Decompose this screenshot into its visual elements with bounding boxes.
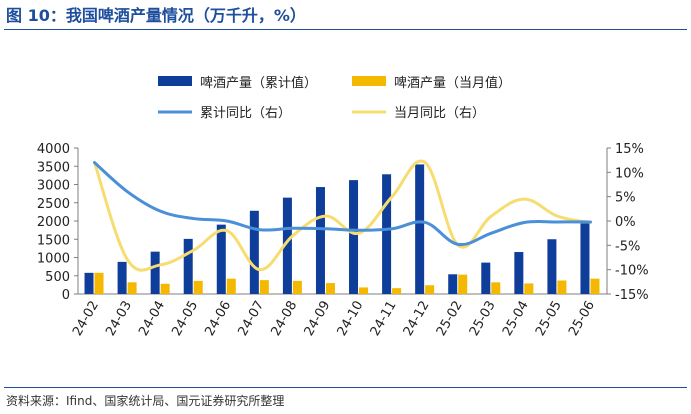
legend-label: 累计同比（右） <box>200 106 291 121</box>
x-tick-label: 25-04 <box>500 299 532 339</box>
bar-monthly <box>491 282 501 294</box>
right-tick-label: -5% <box>615 239 640 254</box>
legend-swatch <box>352 76 386 86</box>
legend-label: 啤酒产量（当月值） <box>394 75 511 91</box>
right-tick-label: 10% <box>615 166 644 181</box>
left-tick-label: 3000 <box>37 179 70 194</box>
x-tick-label: 24-02 <box>70 299 102 339</box>
bar-series <box>84 164 600 294</box>
left-tick-label: 0 <box>62 288 70 303</box>
right-tick-label: 5% <box>615 191 636 206</box>
right-tick-label: -10% <box>615 264 649 279</box>
left-tick-label: 1000 <box>37 252 70 267</box>
x-tick-label: 24-11 <box>368 299 400 339</box>
bar-monthly <box>94 272 104 294</box>
x-tick-label: 24-08 <box>268 299 300 339</box>
bar-cumulative <box>315 187 325 294</box>
right-tick-label: 0% <box>615 215 636 230</box>
bar-monthly <box>292 280 302 294</box>
bar-monthly <box>226 278 236 294</box>
bar-monthly <box>425 285 435 294</box>
bar-cumulative <box>183 238 193 294</box>
bar-cumulative <box>547 239 557 294</box>
bar-cumulative <box>382 174 392 294</box>
chart-legend: 啤酒产量（累计值） 啤酒产量（当月值） 累计同比（右） 当月同比（右） <box>158 75 511 121</box>
bar-cumulative <box>481 262 491 294</box>
bar-monthly <box>557 280 567 294</box>
x-tick-label: 25-05 <box>533 299 565 339</box>
x-tick-label: 24-07 <box>235 299 267 339</box>
left-tick-label: 2000 <box>37 215 70 230</box>
x-tick-label: 24-04 <box>136 299 168 339</box>
bar-monthly <box>193 280 203 294</box>
bar-monthly <box>160 283 170 294</box>
x-tick-label: 24-12 <box>401 299 433 339</box>
x-tick-label: 24-10 <box>335 299 367 339</box>
x-tick-label: 25-03 <box>467 299 499 339</box>
right-tick-label: 15% <box>615 142 644 157</box>
legend-swatch <box>158 76 192 86</box>
bar-cumulative <box>514 252 524 294</box>
x-tick-label: 24-05 <box>169 299 201 339</box>
left-tick-label: 3500 <box>37 160 70 175</box>
bar-cumulative <box>84 272 94 294</box>
right-tick-label: -15% <box>615 288 649 303</box>
beer-production-chart: 啤酒产量（累计值） 啤酒产量（当月值） 累计同比（右） 当月同比（右） 0 500 100… <box>37 75 649 339</box>
bar-monthly <box>259 280 269 294</box>
line-series <box>93 159 592 272</box>
legend-label: 啤酒产量（累计值） <box>200 75 317 91</box>
bar-monthly <box>590 278 600 294</box>
bar-cumulative <box>282 197 292 294</box>
bar-cumulative <box>117 261 127 294</box>
figure-title: 图 10：我国啤酒产量情况（万千升，%） <box>6 6 306 25</box>
bar-monthly <box>325 283 335 294</box>
bar-cumulative <box>249 210 259 294</box>
legend-label: 当月同比（右） <box>394 106 485 121</box>
left-tick-label: 2500 <box>37 197 70 212</box>
x-tick-label: 24-03 <box>103 299 135 339</box>
bar-monthly <box>127 282 137 294</box>
left-tick-label: 500 <box>45 270 70 285</box>
bar-cumulative <box>216 224 226 294</box>
footer-divider <box>4 387 687 388</box>
bar-cumulative <box>349 180 359 294</box>
bar-monthly <box>458 274 468 294</box>
x-tick-label: 24-09 <box>302 299 334 339</box>
title-divider <box>4 29 687 30</box>
x-tick-label: 25-06 <box>566 299 598 339</box>
line-monthly-yoy <box>93 159 592 272</box>
x-tick-label: 25-02 <box>434 299 466 339</box>
line-cumulative-yoy <box>93 161 592 247</box>
bar-monthly <box>524 283 534 294</box>
bar-monthly <box>392 288 402 294</box>
x-tick-label: 24-06 <box>202 299 234 339</box>
bar-cumulative <box>150 251 160 294</box>
left-tick-label: 1500 <box>37 233 70 248</box>
bar-cumulative <box>448 274 458 294</box>
bar-monthly <box>359 287 369 294</box>
x-axis-labels: 24-02 24-03 24-04 24-05 24-06 24-07 24-08 24-09… <box>70 299 598 339</box>
source-note: 资料来源：Ifind、国家统计局、国元证券研究所整理 <box>6 394 285 408</box>
left-tick-label: 4000 <box>37 142 70 157</box>
bar-cumulative <box>415 164 425 294</box>
bar-cumulative <box>580 223 590 294</box>
